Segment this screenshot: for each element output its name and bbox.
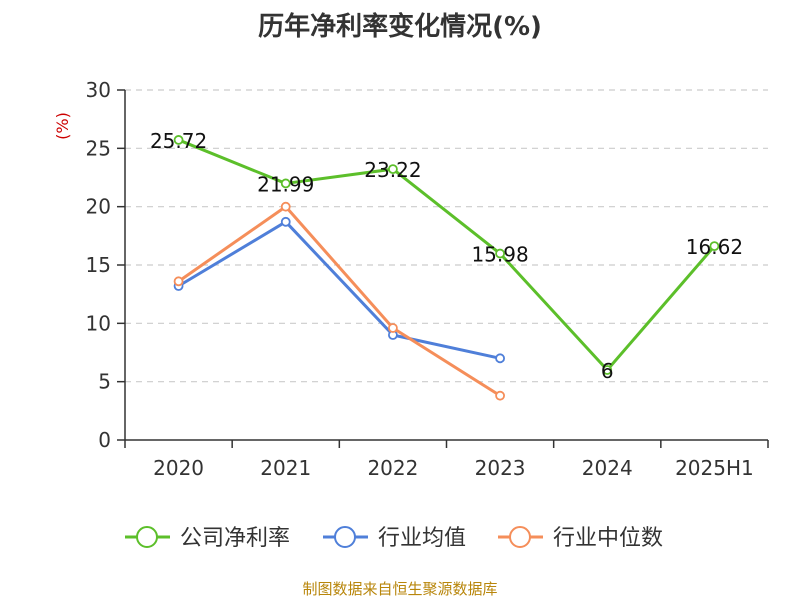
- data-label: 25.72: [150, 129, 207, 153]
- x-tick-label: 2024: [582, 456, 633, 480]
- series-line-2: [177, 205, 501, 397]
- legend: 公司净利率 行业均值 行业中位数: [125, 526, 663, 551]
- y-tick-label: 15: [86, 253, 111, 277]
- y-tick-label: 20: [86, 195, 111, 219]
- data-label: 16.62: [686, 235, 743, 259]
- data-point: [173, 135, 184, 145]
- chart-title: 历年净利率变化情况(%): [258, 12, 542, 42]
- x-tick-label: 2020: [153, 456, 204, 480]
- x-tick-label: 2023: [475, 456, 526, 480]
- data-point: [280, 178, 291, 189]
- data-label: 23.22: [364, 158, 421, 182]
- data-point: [388, 164, 398, 175]
- y-tick-label: 0: [98, 428, 111, 452]
- data-point: [388, 323, 398, 333]
- data-point: [495, 353, 505, 364]
- data-label: 15.98: [471, 243, 528, 267]
- data-point: [602, 365, 613, 375]
- y-axis-unit: (%): [53, 112, 72, 140]
- source-note: 制图数据来自恒生聚源数据库: [302, 580, 498, 598]
- data-point: [495, 248, 505, 259]
- series-line-0: [178, 138, 716, 372]
- axes: 0 5 10 15 20 25 30 2020 2021 2022 2023 2024 2025H1 (%…: [53, 78, 769, 480]
- x-tick-label: 2022: [367, 456, 418, 480]
- y-tick-label: 25: [86, 136, 111, 160]
- legend-label: 公司净利率: [180, 526, 290, 551]
- data-label: 6: [601, 359, 614, 383]
- legend-marker: [334, 526, 356, 548]
- legend-label: 行业中位数: [553, 526, 663, 551]
- series-line-1: [177, 220, 501, 360]
- y-tick-label: 5: [98, 370, 111, 394]
- series-lines: [173, 135, 720, 401]
- legend-label: 行业均值: [378, 526, 466, 551]
- data-point: [495, 390, 505, 401]
- data-point: [709, 241, 720, 252]
- y-tick-label: 30: [86, 78, 111, 102]
- grid-lines: [125, 89, 768, 383]
- x-tick-label: 2025H1: [675, 456, 754, 480]
- data-point: [280, 201, 291, 212]
- legend-marker: [509, 526, 531, 548]
- y-tick-label: 10: [86, 311, 111, 335]
- data-label: 21.99: [257, 172, 314, 196]
- x-tick-label: 2021: [260, 456, 311, 480]
- data-labels: 25.72 21.99 23.22 15.98 6 16.62: [150, 129, 743, 383]
- data-point: [280, 216, 291, 227]
- legend-marker: [136, 526, 158, 548]
- data-point: [173, 276, 184, 287]
